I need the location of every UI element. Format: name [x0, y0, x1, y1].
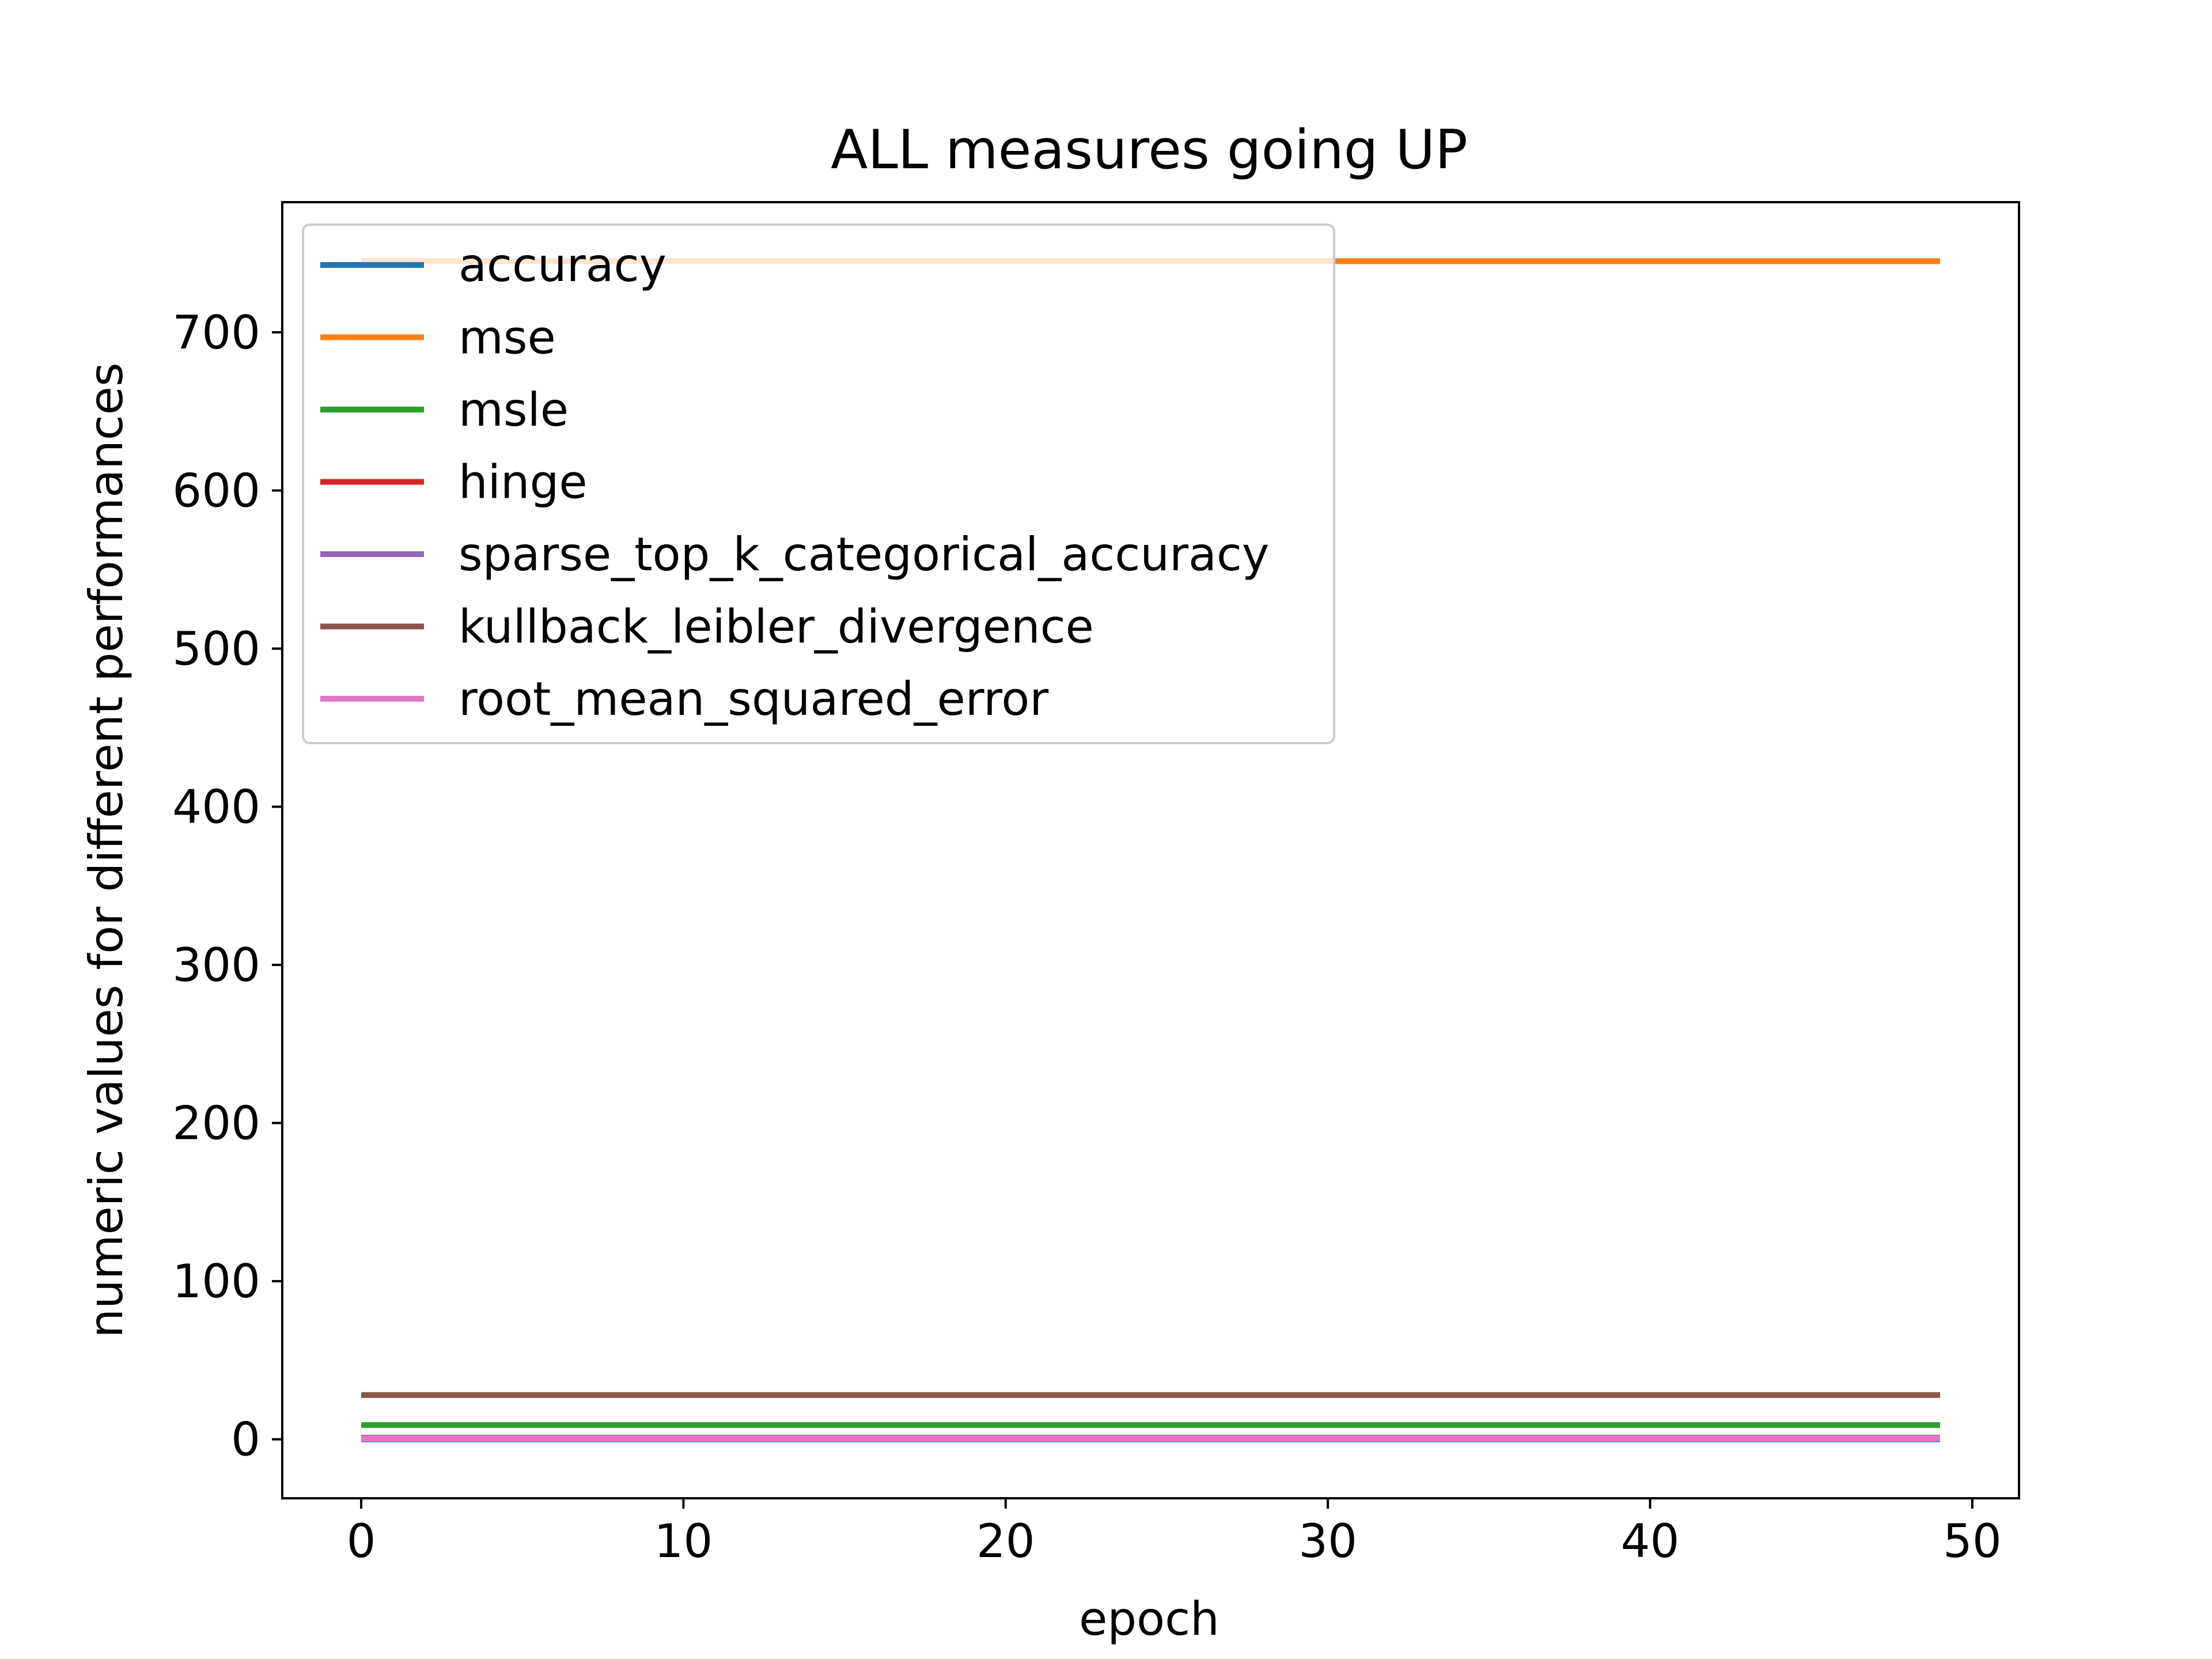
y-tick-label: 500: [172, 622, 260, 676]
y-tick-label: 100: [172, 1255, 260, 1308]
legend-label: sparse_top_k_categorical_accuracy: [459, 528, 1269, 581]
x-tick-label: 40: [1621, 1514, 1680, 1568]
x-axis: 0 10 20 30 40 50: [347, 1498, 2002, 1568]
legend-label: mse: [459, 311, 556, 365]
y-axis-label: numeric values for different performance…: [79, 362, 133, 1338]
y-tick-label: 200: [172, 1097, 260, 1150]
y-tick-label: 0: [231, 1413, 260, 1467]
x-axis-label: epoch: [1079, 1592, 1219, 1646]
legend-label: root_mean_squared_error: [459, 672, 1048, 726]
x-tick-label: 10: [654, 1514, 713, 1568]
y-tick-label: 300: [172, 938, 260, 992]
legend-box: [302, 224, 1335, 744]
legend: accuracy mse msle hinge sparse_top_k_categor…: [302, 224, 1335, 744]
y-tick-label: 700: [172, 306, 260, 359]
legend-label: kullback_leibler_divergence: [459, 600, 1094, 654]
y-axis: 0 100 200 300 400 500 600 700: [172, 306, 282, 1467]
legend-label: accuracy: [459, 238, 666, 292]
x-tick-label: 20: [976, 1514, 1035, 1568]
y-tick-label: 400: [172, 781, 260, 834]
plot-frame: [281, 201, 2020, 1499]
x-tick-label: 50: [1943, 1514, 2002, 1568]
x-tick-label: 30: [1298, 1514, 1357, 1568]
legend-label: msle: [459, 383, 569, 437]
legend-label: hinge: [459, 456, 588, 509]
y-tick-label: 600: [172, 464, 260, 517]
chart-title: ALL measures going UP: [831, 119, 1468, 181]
x-tick-label: 0: [347, 1514, 376, 1568]
